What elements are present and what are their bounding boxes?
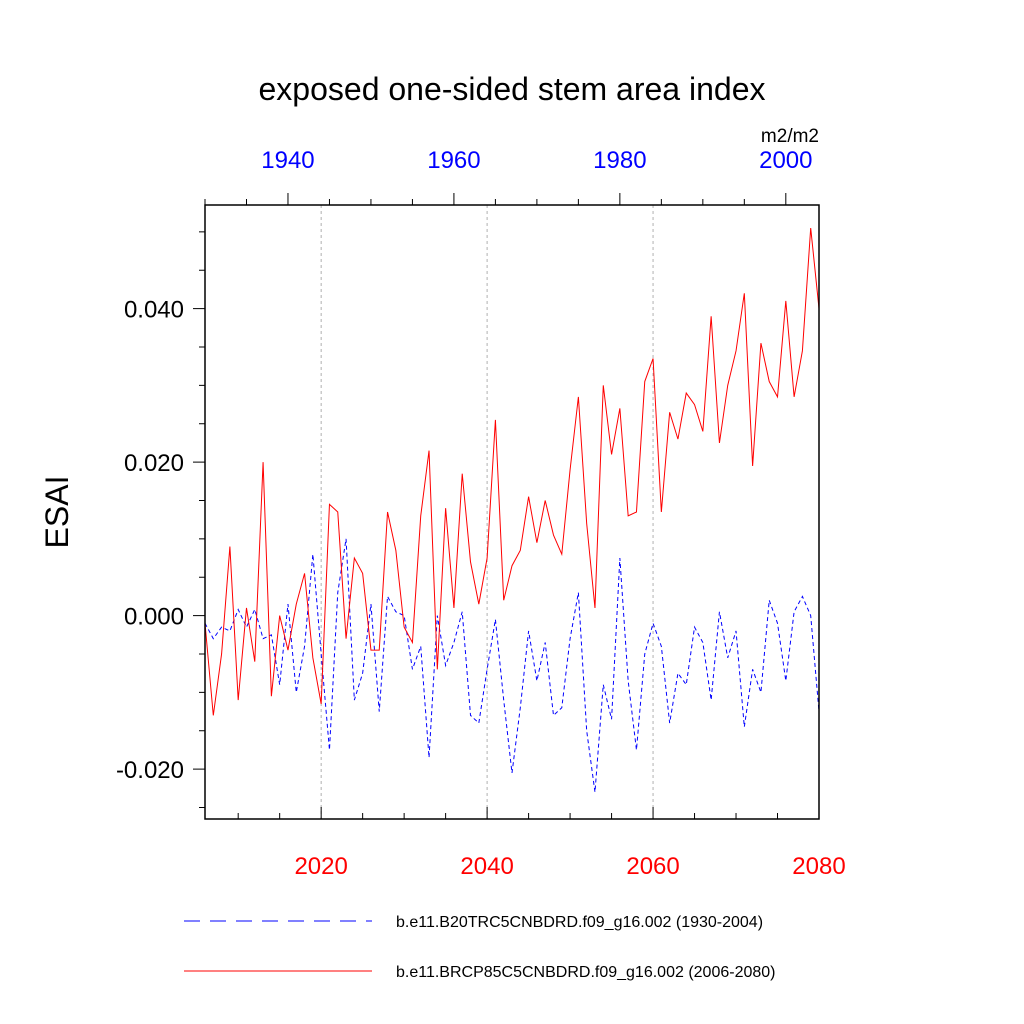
y-tick-label-1: 0.000 [124, 604, 184, 631]
series-lines [204, 227, 820, 793]
legend-label-historical: b.e11.B20TRC5CNBDRD.f09_g16.002 (1930-20… [396, 914, 763, 931]
bottom-tick-label-2060: 2060 [626, 853, 679, 880]
legend: b.e11.B20TRC5CNBDRD.f09_g16.002 (1930-20… [184, 914, 775, 981]
bottom-tick-label-2080: 2080 [792, 853, 845, 880]
y-axis-label: ESAI [39, 476, 75, 549]
y-tick-label-0: -0.020 [116, 757, 184, 784]
series-line-rcp85 [204, 227, 820, 716]
tick-labels: 2020 2040 2060 2080 1940 1960 1980 2000 -0.020 0.… [116, 147, 846, 880]
axis-ticks [193, 193, 820, 819]
legend-label-rcp85: b.e11.BRCP85C5CNBDRD.f09_g16.002 (2006-2… [396, 964, 775, 981]
grid-lines [320, 205, 654, 819]
plot-frame [204, 204, 820, 820]
y-tick-label-2: 0.020 [124, 450, 184, 477]
top-tick-label-1960: 1960 [427, 147, 480, 174]
bottom-tick-label-2040: 2040 [460, 853, 513, 880]
series-line-historical [204, 538, 820, 793]
top-tick-label-1940: 1940 [261, 147, 314, 174]
top-tick-label-1980: 1980 [593, 147, 646, 174]
chart-title: exposed one-sided stem area index [259, 71, 766, 107]
y-tick-label-3: 0.040 [124, 297, 184, 324]
bottom-tick-label-2020: 2020 [294, 853, 347, 880]
top-tick-label-2000: 2000 [759, 147, 812, 174]
units-label: m2/m2 [761, 126, 819, 147]
